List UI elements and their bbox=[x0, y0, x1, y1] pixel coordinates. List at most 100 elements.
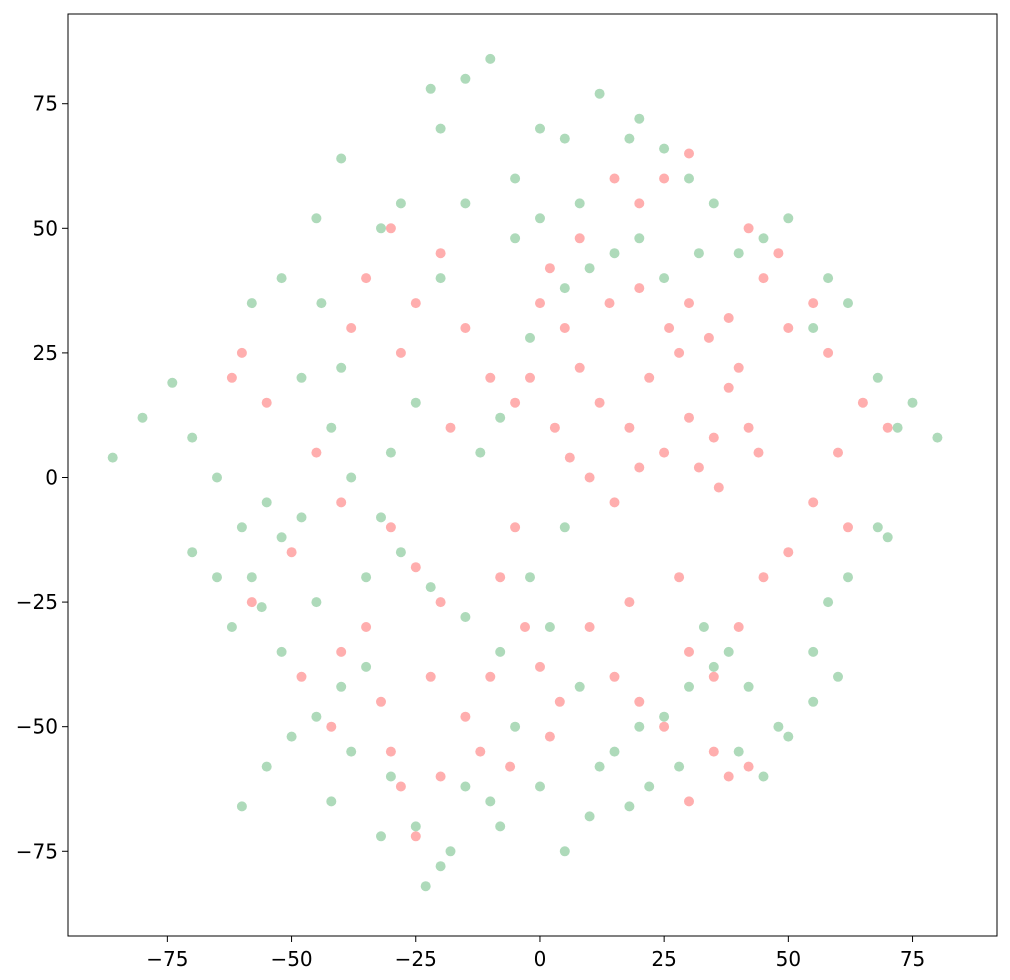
scatter-point-series-1-31 bbox=[684, 681, 694, 692]
scatter-point-series-1-117 bbox=[510, 721, 521, 732]
scatter-point-series-1-66 bbox=[336, 153, 347, 164]
scatter-point-series-0-53 bbox=[326, 721, 337, 732]
scatter-point-series-0-32 bbox=[520, 622, 530, 632]
scatter-point-series-1-111 bbox=[311, 597, 322, 608]
scatter-point-series-1-52 bbox=[684, 173, 694, 184]
scatter-point-series-1-10 bbox=[256, 602, 267, 613]
scatter-point-series-1-38 bbox=[843, 572, 853, 583]
scatter-point-series-1-41 bbox=[892, 422, 903, 433]
scatter-point-series-0-98 bbox=[684, 148, 694, 159]
scatter-point-series-0-22 bbox=[544, 263, 555, 274]
scatter-point-series-0-81 bbox=[361, 273, 372, 284]
scatter-point-series-1-96 bbox=[336, 362, 347, 373]
scatter-point-series-1-80 bbox=[475, 447, 486, 458]
scatter-point-series-1-8 bbox=[296, 512, 307, 523]
plot-frame bbox=[67, 13, 998, 937]
scatter-point-series-0-25 bbox=[634, 283, 645, 294]
scatter-point-series-0-57 bbox=[435, 771, 446, 782]
scatter-point-series-0-2 bbox=[594, 397, 605, 408]
scatter-point-series-0-27 bbox=[684, 298, 694, 309]
scatter-point-series-0-73 bbox=[684, 796, 694, 807]
scatter-point-series-1-56 bbox=[594, 88, 605, 99]
scatter-point-series-1-19 bbox=[410, 821, 421, 832]
scatter-point-series-0-48 bbox=[361, 622, 372, 632]
scatter-point-series-1-42 bbox=[907, 397, 918, 408]
scatter-point-series-1-55 bbox=[624, 133, 635, 144]
scatter-point-series-1-112 bbox=[276, 646, 287, 657]
x-tick-label: −25 bbox=[395, 947, 437, 971]
scatter-point-series-1-86 bbox=[634, 233, 645, 244]
scatter-point-series-1-24 bbox=[495, 821, 506, 832]
scatter-point-series-0-4 bbox=[644, 372, 655, 383]
scatter-point-series-0-24 bbox=[604, 298, 615, 309]
scatter-point-series-0-97 bbox=[659, 173, 670, 184]
scatter-point-series-1-45 bbox=[843, 298, 853, 309]
scatter-point-series-1-89 bbox=[510, 233, 521, 244]
scatter-point-series-1-107 bbox=[644, 781, 655, 792]
scatter-point-series-0-38 bbox=[505, 761, 516, 772]
scatter-point-series-1-84 bbox=[584, 263, 595, 274]
scatter-point-series-1-5 bbox=[236, 522, 247, 533]
scatter-point-series-0-0 bbox=[559, 323, 570, 333]
scatter-point-series-1-1 bbox=[137, 412, 148, 423]
scatter-point-series-1-59 bbox=[510, 173, 521, 184]
scatter-point-series-0-11 bbox=[564, 452, 575, 463]
scatter-point-series-1-22 bbox=[445, 846, 456, 857]
scatter-point-series-1-78 bbox=[525, 572, 535, 583]
scatter-point-series-0-61 bbox=[708, 671, 719, 682]
scatter-point-series-1-15 bbox=[311, 711, 322, 722]
scatter-point-series-0-78 bbox=[624, 597, 635, 608]
scatter-point-series-1-34 bbox=[758, 771, 769, 782]
scatter-point-series-0-83 bbox=[435, 248, 446, 259]
scatter-point-series-1-58 bbox=[535, 123, 545, 134]
scatter-point-series-0-86 bbox=[510, 397, 521, 408]
scatter-point-series-0-47 bbox=[435, 597, 446, 608]
scatter-point-series-1-105 bbox=[698, 622, 709, 632]
scatter-point-series-0-20 bbox=[525, 372, 535, 383]
scatter-point-series-0-51 bbox=[286, 547, 297, 558]
scatter-point-series-0-91 bbox=[783, 323, 794, 333]
scatter-point-series-1-101 bbox=[808, 696, 819, 707]
scatter-point-series-1-73 bbox=[376, 512, 386, 523]
y-axis: −75 −50 −25 0 25 50 75 bbox=[16, 92, 68, 863]
scatter-point-series-1-116 bbox=[460, 781, 471, 792]
scatter-point-series-1-2 bbox=[167, 377, 178, 388]
scatter-point-series-1-7 bbox=[276, 532, 287, 543]
scatter-point-series-0-87 bbox=[445, 422, 456, 433]
scatter-point-series-1-98 bbox=[212, 572, 222, 583]
scatter-point-series-0-45 bbox=[385, 522, 396, 533]
scatter-point-series-0-85 bbox=[485, 372, 496, 383]
scatter-point-series-1-75 bbox=[425, 582, 436, 593]
x-tick-label: −75 bbox=[146, 947, 188, 971]
scatter-point-series-1-91 bbox=[574, 198, 585, 209]
x-tick-label: −50 bbox=[270, 947, 312, 971]
scatter-point-series-1-85 bbox=[609, 248, 620, 259]
scatter-point-series-1-74 bbox=[395, 547, 406, 558]
scatter-point-series-1-47 bbox=[808, 323, 819, 333]
scatter-point-series-1-95 bbox=[385, 447, 396, 458]
scatter-point-series-1-20 bbox=[420, 881, 431, 892]
x-axis: −75 −50 −25 0 25 50 75 bbox=[146, 936, 925, 971]
scatter-point-series-0-34 bbox=[554, 696, 565, 707]
scatter-point-series-0-92 bbox=[808, 298, 819, 309]
scatter-point-series-0-89 bbox=[346, 323, 357, 333]
scatter-point-series-0-9 bbox=[733, 362, 744, 373]
scatter-point-series-1-119 bbox=[544, 622, 555, 632]
y-tick-label: −50 bbox=[16, 715, 58, 739]
scatter-point-series-1-72 bbox=[346, 472, 357, 483]
scatter-point-series-1-57 bbox=[559, 133, 570, 144]
scatter-point-series-1-36 bbox=[808, 646, 819, 657]
scatter-point-series-0-17 bbox=[713, 482, 724, 493]
scatter-point-series-0-68 bbox=[882, 422, 893, 433]
scatter-point-series-1-43 bbox=[932, 432, 943, 443]
scatter-point-series-1-17 bbox=[361, 661, 372, 672]
scatter-point-series-1-94 bbox=[410, 397, 421, 408]
y-tick-label: 75 bbox=[33, 92, 58, 116]
scatter-point-series-1-44 bbox=[872, 372, 883, 383]
scatter-point-series-0-54 bbox=[385, 746, 396, 757]
scatter-point-series-0-58 bbox=[376, 696, 386, 707]
scatter-point-series-1-113 bbox=[346, 746, 357, 757]
scatter-point-series-0-71 bbox=[723, 771, 734, 782]
scatter-point-series-1-64 bbox=[395, 198, 406, 209]
scatter-point-series-1-53 bbox=[659, 143, 670, 154]
